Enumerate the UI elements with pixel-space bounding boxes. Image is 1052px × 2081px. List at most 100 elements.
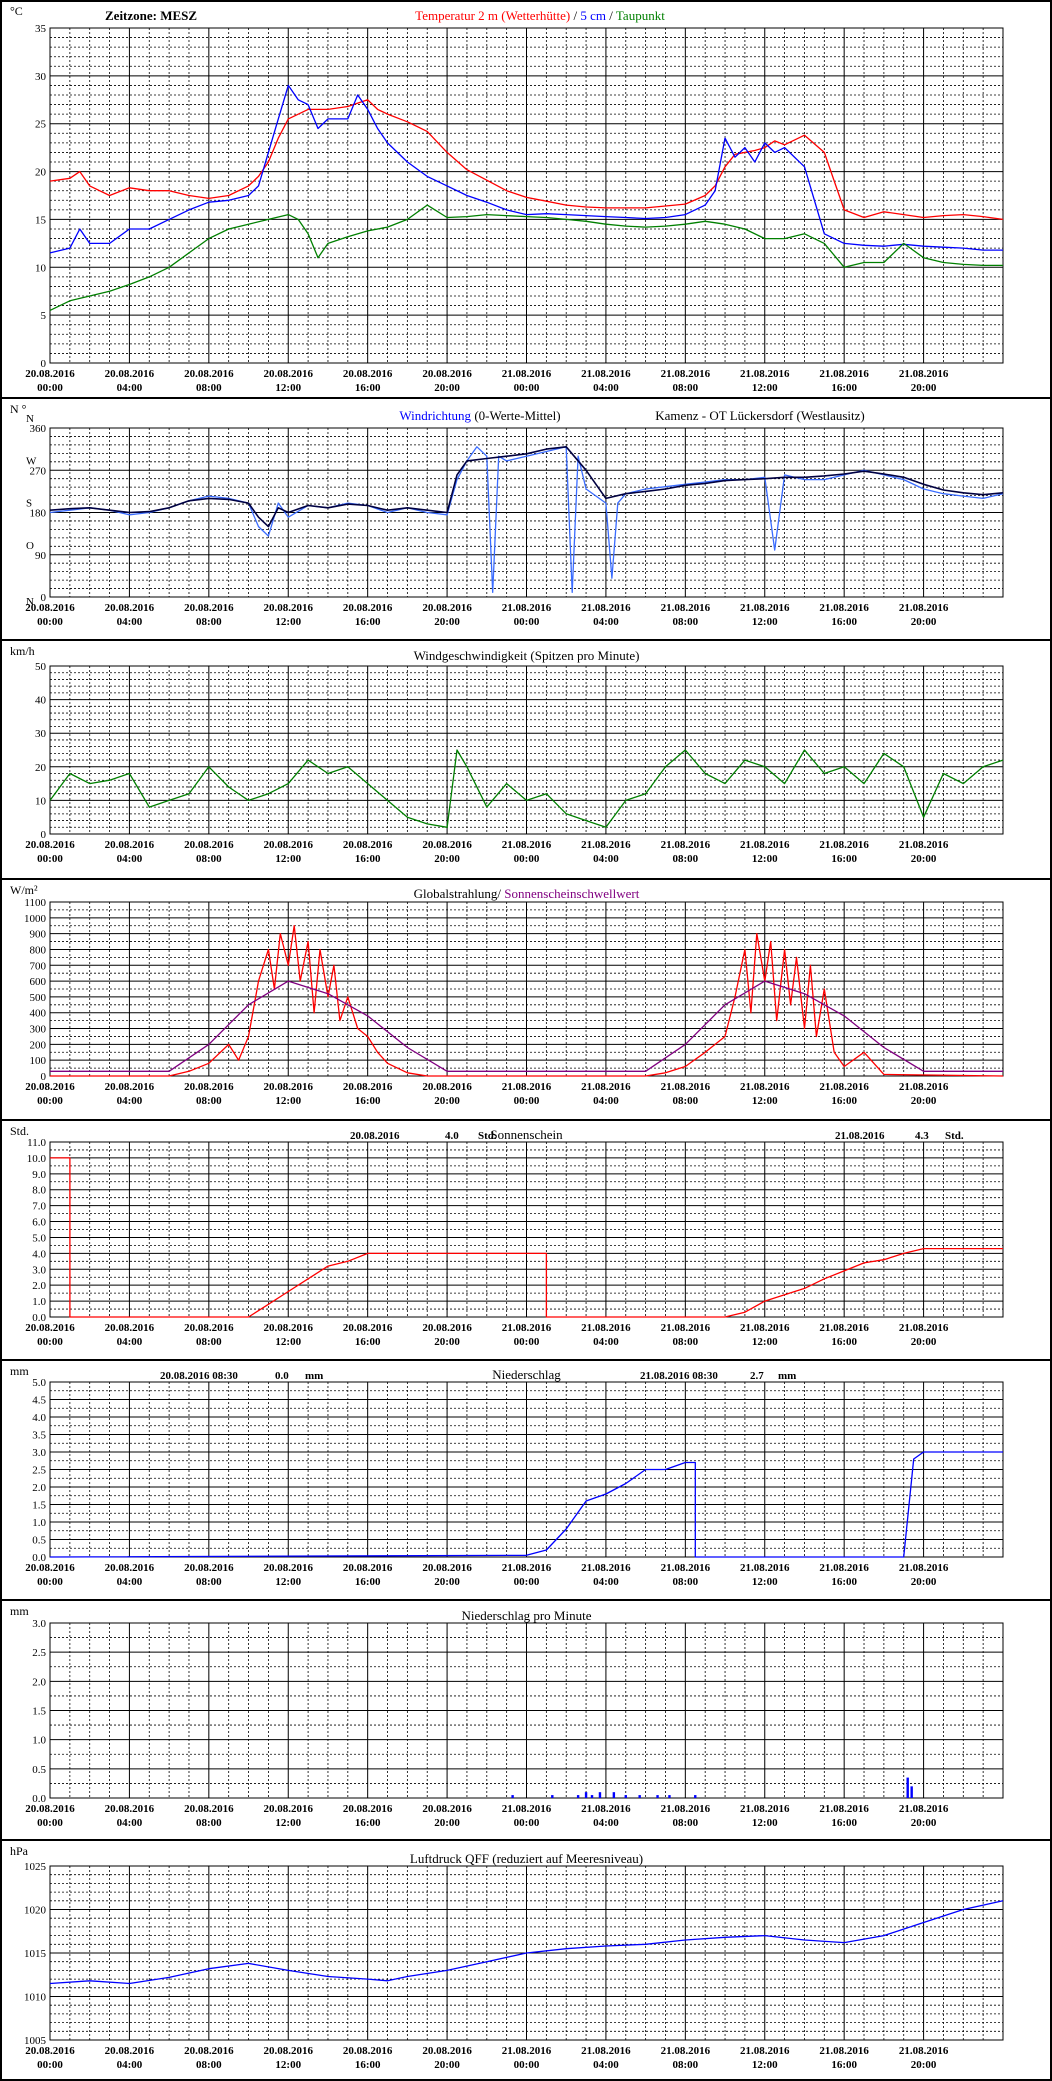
unit-label: Std. — [10, 1124, 29, 1138]
x-tick-time: 04:00 — [593, 853, 619, 865]
summary-unit: mm — [778, 1370, 796, 1382]
x-tick-time: 00:00 — [37, 1576, 63, 1588]
x-tick-time: 12:00 — [275, 853, 301, 865]
chart-title: Globalstrahlung/ Sonnenscheinschwellwert — [414, 886, 640, 901]
y-tick-label: 1025 — [24, 1861, 47, 1873]
y-tick-label: 1010 — [24, 1992, 47, 2004]
x-tick-date: 21.08.2016 — [819, 2045, 869, 2057]
grid — [50, 27, 1003, 364]
x-tick-time: 20:00 — [434, 616, 460, 628]
x-tick-time: 20:00 — [434, 1817, 460, 1829]
x-tick-time: 08:00 — [196, 616, 222, 628]
x-tick-date: 21.08.2016 — [819, 1562, 869, 1574]
x-tick-time: 16:00 — [355, 1095, 381, 1107]
x-tick-time: 16:00 — [831, 853, 857, 865]
bar-mark — [656, 1795, 659, 1798]
bar-mark — [906, 1777, 909, 1798]
x-tick-date: 21.08.2016 — [819, 368, 869, 380]
x-tick-time: 04:00 — [117, 382, 143, 394]
x-tick-date: 20.08.2016 — [422, 1081, 472, 1093]
y-tick-label: 4.0 — [32, 1248, 46, 1260]
x-tick-time: 20:00 — [911, 382, 937, 394]
series-line-temperatur-2-m-wetterh-tte- — [49, 99, 1004, 221]
x-tick-date: 21.08.2016 — [819, 839, 869, 851]
y-tick-label: 50 — [35, 661, 47, 673]
x-tick-time: 20:00 — [434, 1095, 460, 1107]
x-tick-time: 08:00 — [672, 853, 698, 865]
series-line-mittel — [49, 446, 1004, 528]
x-tick-date: 20.08.2016 — [343, 1803, 393, 1815]
x-tick-time: 00:00 — [514, 1095, 540, 1107]
x-tick-date: 21.08.2016 — [502, 602, 552, 614]
x-tick-date: 21.08.2016 — [581, 602, 631, 614]
x-tick-date: 20.08.2016 — [343, 2045, 393, 2057]
y-tick-label: 6.0 — [32, 1217, 46, 1229]
x-tick-date: 21.08.2016 — [899, 1562, 949, 1574]
bar-mark — [590, 1795, 594, 1798]
y-tick-label: 15 — [35, 214, 47, 226]
x-tick-time: 04:00 — [593, 616, 619, 628]
x-tick-time: 00:00 — [514, 1817, 540, 1829]
x-tick-time: 04:00 — [117, 853, 143, 865]
x-tick-date: 20.08.2016 — [422, 602, 472, 614]
chart-title: Niederschlag — [492, 1367, 561, 1382]
x-tick-time: 00:00 — [514, 1576, 540, 1588]
grid — [50, 1622, 1003, 1799]
x-tick-date: 21.08.2016 — [502, 839, 552, 851]
chart-precipitation_per_minute: 0.0 0.5 1.0 1.5 2.0 2.5 3.0mm Niederschlag pro … — [10, 1604, 1004, 1829]
x-tick-time: 12:00 — [275, 1817, 301, 1829]
unit-label: hPa — [10, 1844, 29, 1858]
x-tick-date: 20.08.2016 — [25, 839, 75, 851]
cardinal-label: W — [26, 455, 37, 467]
y-tick-label: 2.5 — [32, 1465, 46, 1477]
x-tick-time: 08:00 — [672, 382, 698, 394]
x-tick-time: 12:00 — [752, 1817, 778, 1829]
chart-title: Luftdruck QFF (reduziert auf Meeresnivea… — [410, 1851, 643, 1866]
x-tick-time: 16:00 — [355, 2059, 381, 2071]
x-tick-date: 21.08.2016 — [581, 1081, 631, 1093]
x-tick-date: 20.08.2016 — [422, 368, 472, 380]
chart-title: Windgeschwindigkeit (Spitzen pro Minute) — [414, 648, 640, 663]
y-tick-label: 180 — [30, 508, 47, 520]
y-tick-label: 400 — [30, 1008, 47, 1020]
bar-mark — [584, 1792, 588, 1798]
y-tick-label: 1.0 — [32, 1296, 46, 1308]
y-tick-label: 10 — [35, 795, 47, 807]
x-tick-date: 20.08.2016 — [25, 602, 75, 614]
y-tick-label: 1100 — [24, 897, 46, 909]
y-tick-label: 1.0 — [32, 1517, 46, 1529]
x-tick-date: 21.08.2016 — [899, 368, 949, 380]
x-tick-date: 20.08.2016 — [184, 2045, 234, 2057]
x-tick-time: 16:00 — [355, 853, 381, 865]
y-tick-label: 30 — [35, 728, 47, 740]
bar-mark — [511, 1795, 514, 1798]
x-tick-date: 21.08.2016 — [819, 1322, 869, 1334]
unit-label: mm — [10, 1364, 29, 1378]
x-tick-date: 21.08.2016 — [661, 1081, 711, 1093]
y-tick-label: 600 — [30, 976, 47, 988]
x-tick-time: 20:00 — [911, 1336, 937, 1348]
x-tick-date: 20.08.2016 — [25, 1081, 75, 1093]
x-tick-date: 20.08.2016 — [264, 2045, 314, 2057]
x-tick-time: 00:00 — [514, 2059, 540, 2071]
x-tick-time: 08:00 — [672, 1817, 698, 1829]
chart-pressure: 1005 1010 1015 1020 1025 hPa Luftdruck QFF (re… — [10, 1844, 1004, 2071]
x-tick-time: 08:00 — [196, 1817, 222, 1829]
y-tick-label: 40 — [35, 695, 47, 707]
chart-title: Sonnenschein — [490, 1127, 563, 1142]
x-tick-date: 20.08.2016 — [264, 839, 314, 851]
y-tick-label: 3.0 — [32, 1447, 46, 1459]
x-tick-time: 04:00 — [117, 1336, 143, 1348]
summary-date: 21.08.2016 08:30 — [640, 1370, 718, 1382]
x-tick-time: 08:00 — [196, 1336, 222, 1348]
x-tick-time: 04:00 — [593, 1576, 619, 1588]
x-tick-time: 00:00 — [37, 1336, 63, 1348]
cardinal-label: O — [26, 540, 34, 552]
chart-sunshine: 0.01.02.03.04.05.06.07.08.09.010.011.0St… — [10, 1124, 1004, 1348]
x-tick-date: 20.08.2016 — [105, 839, 155, 851]
y-tick-label: 1.5 — [32, 1706, 46, 1718]
x-tick-date: 20.08.2016 — [25, 368, 75, 380]
series-line-niederschlag — [49, 1451, 1003, 1558]
x-tick-time: 20:00 — [911, 1576, 937, 1588]
x-tick-date: 21.08.2016 — [581, 1322, 631, 1334]
